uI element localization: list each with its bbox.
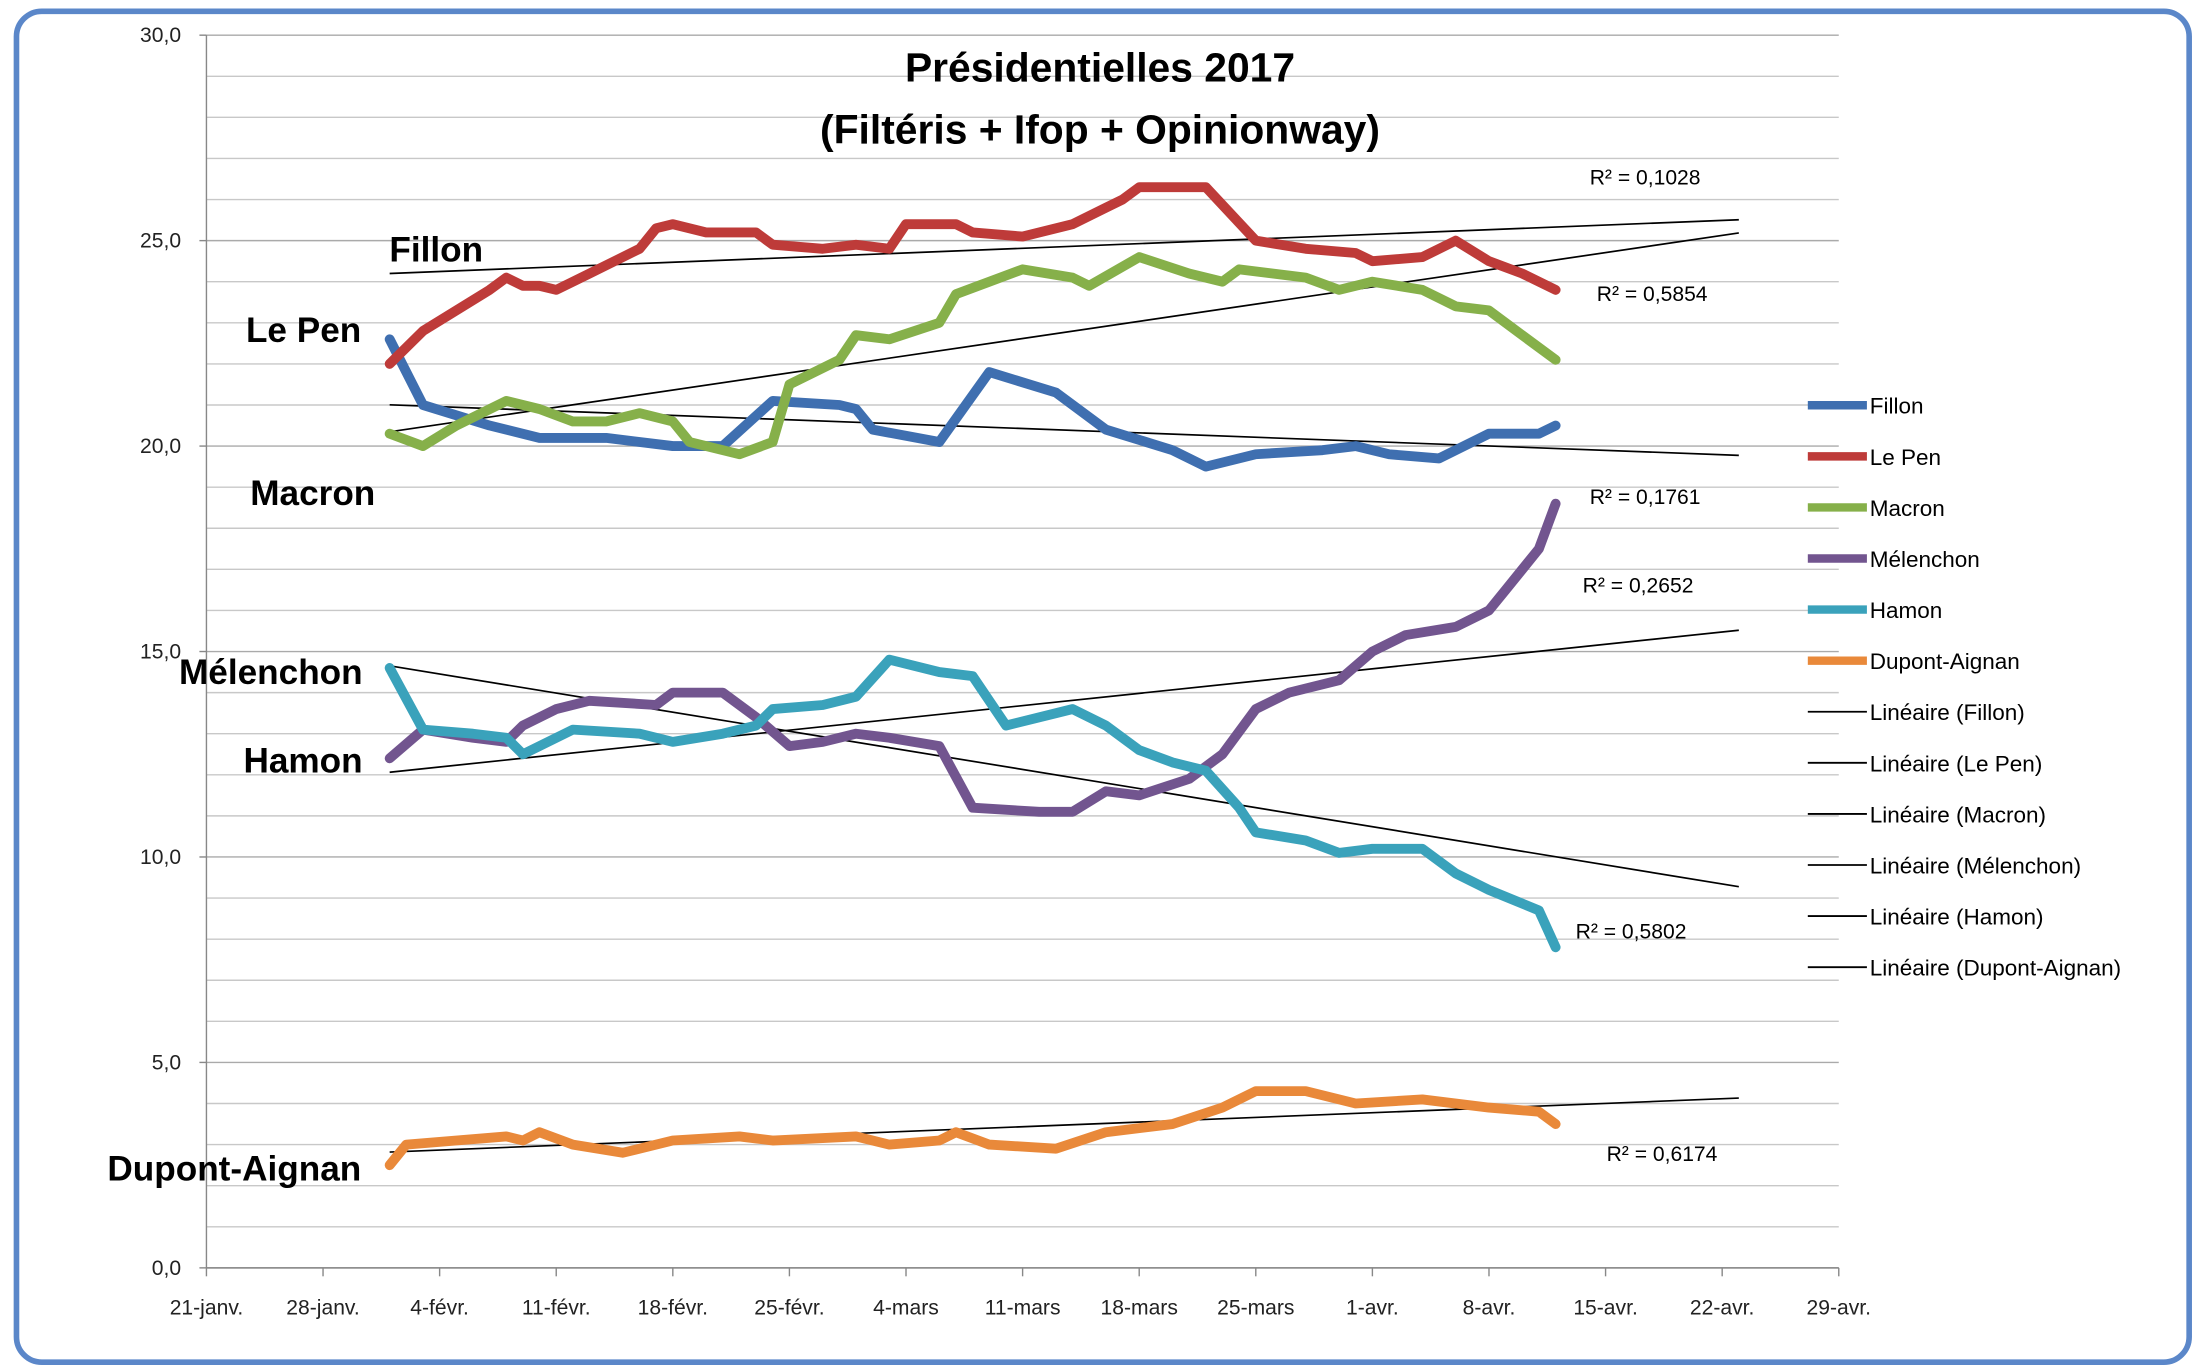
- r-squared-label: R² = 0,1761: [1590, 486, 1701, 509]
- x-tick-label: 25-mars: [1217, 1296, 1294, 1319]
- legend-label: Hamon: [1870, 598, 1943, 623]
- legend-label: Linéaire (Fillon): [1870, 700, 2025, 725]
- y-tick-label: 20,0: [140, 435, 181, 458]
- x-tick-label: 21-janv.: [170, 1296, 243, 1319]
- series-line: [384, 498, 1561, 817]
- legend-item: Linéaire (Macron): [1807, 802, 2046, 827]
- trendline-0: [389, 403, 1739, 457]
- x-tick-label: 28-janv.: [286, 1296, 359, 1319]
- x-tick-label: 11-févr.: [522, 1296, 591, 1319]
- chart-subtitle: (Filtéris + Ifop + Opinionway): [820, 107, 1380, 153]
- x-tick-label: 15-avr.: [1573, 1296, 1638, 1319]
- series-label: Le Pen: [246, 311, 361, 350]
- series-line: [384, 1086, 1561, 1171]
- y-tick-label: 30,0: [140, 24, 181, 47]
- legend-label: Mélenchon: [1870, 547, 1980, 572]
- trendline-3: [389, 629, 1739, 774]
- chart-title: Présidentielles 2017: [905, 45, 1295, 91]
- x-tick-label: 11-mars: [985, 1296, 1061, 1319]
- legend-item: Hamon: [1807, 598, 1943, 623]
- legend-label: Le Pen: [1870, 445, 1941, 470]
- x-tick-label: 1-avr.: [1346, 1296, 1399, 1319]
- legend-label: Linéaire (Mélenchon): [1870, 853, 2081, 878]
- series-label: Macron: [250, 474, 375, 513]
- x-tick-label: 8-avr.: [1463, 1296, 1516, 1319]
- legend-item: Linéaire (Le Pen): [1807, 751, 2043, 776]
- y-tick-label: 25,0: [140, 230, 181, 253]
- legend-item: Linéaire (Hamon): [1807, 905, 2044, 930]
- y-tick-label: 5,0: [152, 1051, 181, 1074]
- series-label: Dupont-Aignan: [107, 1150, 361, 1189]
- series-line: [384, 252, 1561, 460]
- y-tick-label: 15,0: [140, 641, 181, 664]
- x-tick-label: 18-mars: [1101, 1296, 1178, 1319]
- legend-label: Linéaire (Hamon): [1870, 905, 2044, 930]
- x-tick-label: 4-févr.: [410, 1296, 469, 1319]
- r-squared-label: R² = 0,1028: [1590, 166, 1701, 189]
- r-squared-label: R² = 0,5854: [1597, 283, 1708, 306]
- x-tick-label: 22-avr.: [1690, 1296, 1755, 1319]
- legend-item: Fillon: [1807, 394, 1924, 419]
- legend-item: Linéaire (Dupont-Aignan): [1807, 956, 2121, 981]
- x-tick-label: 4-mars: [873, 1296, 939, 1319]
- legend-label: Linéaire (Macron): [1870, 802, 2046, 827]
- legend-label: Linéaire (Dupont-Aignan): [1870, 956, 2121, 981]
- x-tick-label: 29-avr.: [1807, 1296, 1872, 1319]
- x-tick-label: 18-févr.: [638, 1296, 708, 1319]
- x-tick-label: 25-févr.: [754, 1296, 824, 1319]
- legend-label: Linéaire (Le Pen): [1870, 751, 2043, 776]
- legend-item: Linéaire (Mélenchon): [1807, 853, 2081, 878]
- series-line: [384, 182, 1561, 369]
- legend-label: Dupont-Aignan: [1870, 649, 2020, 674]
- legend-item: Mélenchon: [1807, 547, 1980, 572]
- series-line: [384, 334, 1561, 472]
- r-squared-label: R² = 0,2652: [1583, 574, 1694, 597]
- y-tick-label: 10,0: [140, 846, 181, 869]
- series-label: Fillon: [389, 231, 483, 270]
- legend-label: Macron: [1870, 496, 1945, 521]
- series-label: Hamon: [243, 742, 362, 781]
- legend-item: Dupont-Aignan: [1807, 649, 2020, 674]
- series-label: Mélenchon: [179, 653, 363, 692]
- y-tick-label: 0,0: [152, 1257, 181, 1280]
- legend-item: Le Pen: [1807, 445, 1941, 470]
- r-squared-label: R² = 0,5802: [1576, 921, 1687, 944]
- chart-frame: [13, 8, 2192, 1365]
- r-squared-label: R² = 0,6174: [1607, 1143, 1718, 1166]
- legend-item: Macron: [1807, 496, 1945, 521]
- legend-item: Linéaire (Fillon): [1807, 700, 2025, 725]
- legend-label: Fillon: [1870, 394, 1924, 419]
- series-line: [384, 654, 1561, 953]
